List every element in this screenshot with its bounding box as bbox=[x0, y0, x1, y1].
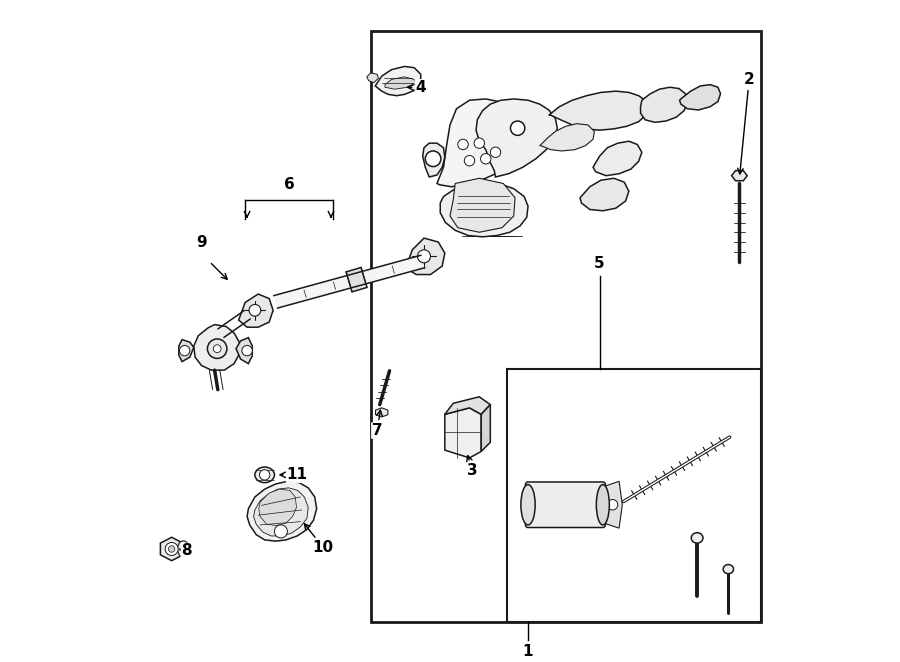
Text: 6: 6 bbox=[284, 177, 294, 192]
FancyBboxPatch shape bbox=[526, 482, 606, 528]
Circle shape bbox=[608, 500, 617, 510]
Polygon shape bbox=[437, 99, 528, 187]
Circle shape bbox=[418, 250, 430, 263]
Polygon shape bbox=[440, 182, 528, 237]
Polygon shape bbox=[385, 77, 416, 89]
Polygon shape bbox=[476, 99, 557, 177]
Circle shape bbox=[242, 346, 252, 355]
Polygon shape bbox=[680, 85, 721, 110]
Polygon shape bbox=[540, 124, 594, 151]
Polygon shape bbox=[375, 66, 420, 96]
Polygon shape bbox=[346, 267, 367, 292]
Polygon shape bbox=[450, 178, 515, 232]
Ellipse shape bbox=[255, 467, 274, 483]
Text: 4: 4 bbox=[408, 79, 426, 95]
Circle shape bbox=[213, 345, 221, 353]
Bar bbox=[371, 30, 760, 622]
Ellipse shape bbox=[597, 485, 609, 525]
Polygon shape bbox=[236, 338, 252, 363]
Circle shape bbox=[694, 535, 700, 541]
Text: 9: 9 bbox=[196, 235, 207, 250]
Polygon shape bbox=[423, 143, 445, 177]
Circle shape bbox=[458, 139, 468, 150]
Polygon shape bbox=[238, 294, 273, 327]
Text: 3: 3 bbox=[467, 455, 478, 479]
Circle shape bbox=[464, 156, 474, 166]
Text: 8: 8 bbox=[180, 544, 192, 559]
Text: 11: 11 bbox=[280, 467, 308, 483]
Polygon shape bbox=[505, 111, 529, 146]
Polygon shape bbox=[367, 73, 379, 83]
Circle shape bbox=[481, 154, 491, 164]
Polygon shape bbox=[375, 408, 388, 417]
Ellipse shape bbox=[723, 565, 734, 574]
Polygon shape bbox=[445, 408, 482, 458]
Polygon shape bbox=[259, 489, 296, 526]
Polygon shape bbox=[599, 481, 622, 528]
Text: 2: 2 bbox=[738, 72, 754, 174]
Circle shape bbox=[179, 346, 190, 355]
Polygon shape bbox=[580, 178, 629, 211]
Circle shape bbox=[426, 151, 441, 167]
Polygon shape bbox=[160, 538, 183, 561]
Polygon shape bbox=[254, 488, 308, 536]
Circle shape bbox=[474, 138, 484, 148]
Polygon shape bbox=[641, 87, 688, 122]
Text: 5: 5 bbox=[594, 256, 605, 271]
Polygon shape bbox=[732, 171, 747, 181]
Circle shape bbox=[510, 121, 525, 135]
Polygon shape bbox=[482, 404, 490, 451]
Circle shape bbox=[259, 469, 270, 480]
Circle shape bbox=[491, 147, 500, 158]
Polygon shape bbox=[194, 324, 239, 370]
Circle shape bbox=[249, 305, 261, 316]
Ellipse shape bbox=[177, 541, 189, 557]
Circle shape bbox=[725, 567, 731, 572]
Text: 1: 1 bbox=[523, 644, 534, 659]
Bar bbox=[508, 369, 760, 622]
Circle shape bbox=[207, 339, 227, 358]
Circle shape bbox=[166, 542, 178, 555]
Polygon shape bbox=[549, 91, 648, 130]
Polygon shape bbox=[445, 397, 491, 414]
Polygon shape bbox=[274, 256, 425, 308]
Circle shape bbox=[168, 545, 175, 552]
Polygon shape bbox=[248, 481, 317, 541]
Text: 10: 10 bbox=[304, 524, 334, 555]
Text: 7: 7 bbox=[372, 410, 382, 438]
Polygon shape bbox=[179, 340, 194, 361]
Polygon shape bbox=[593, 141, 642, 175]
Ellipse shape bbox=[521, 485, 535, 525]
Ellipse shape bbox=[691, 533, 703, 543]
Circle shape bbox=[274, 525, 287, 538]
Polygon shape bbox=[406, 238, 445, 275]
